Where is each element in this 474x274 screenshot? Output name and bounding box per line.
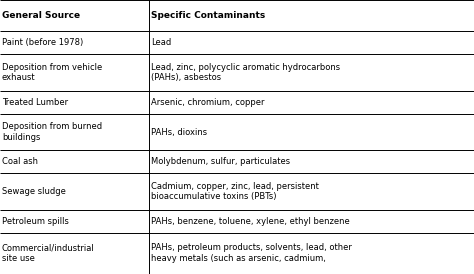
Text: PAHs, petroleum products, solvents, lead, other
heavy metals (such as arsenic, c: PAHs, petroleum products, solvents, lead… xyxy=(151,243,352,263)
Text: Specific Contaminants: Specific Contaminants xyxy=(151,11,265,20)
Text: Arsenic, chromium, copper: Arsenic, chromium, copper xyxy=(151,98,264,107)
Text: PAHs, benzene, toluene, xylene, ethyl benzene: PAHs, benzene, toluene, xylene, ethyl be… xyxy=(151,217,350,226)
Text: Treated Lumber: Treated Lumber xyxy=(2,98,68,107)
Text: General Source: General Source xyxy=(2,11,80,20)
Text: Deposition from burned
buildings: Deposition from burned buildings xyxy=(2,122,102,142)
Text: Commercial/industrial
site use: Commercial/industrial site use xyxy=(2,243,95,263)
Text: Lead: Lead xyxy=(151,38,172,47)
Text: Lead, zinc, polycyclic aromatic hydrocarbons
(PAHs), asbestos: Lead, zinc, polycyclic aromatic hydrocar… xyxy=(151,63,340,82)
Text: Molybdenum, sulfur, particulates: Molybdenum, sulfur, particulates xyxy=(151,157,291,166)
Text: Deposition from vehicle
exhaust: Deposition from vehicle exhaust xyxy=(2,63,102,82)
Text: Paint (before 1978): Paint (before 1978) xyxy=(2,38,83,47)
Text: Sewage sludge: Sewage sludge xyxy=(2,187,66,196)
Text: Cadmium, copper, zinc, lead, persistent
bioaccumulative toxins (PBTs): Cadmium, copper, zinc, lead, persistent … xyxy=(151,182,319,201)
Text: Coal ash: Coal ash xyxy=(2,157,38,166)
Text: Petroleum spills: Petroleum spills xyxy=(2,217,69,226)
Text: PAHs, dioxins: PAHs, dioxins xyxy=(151,127,207,136)
